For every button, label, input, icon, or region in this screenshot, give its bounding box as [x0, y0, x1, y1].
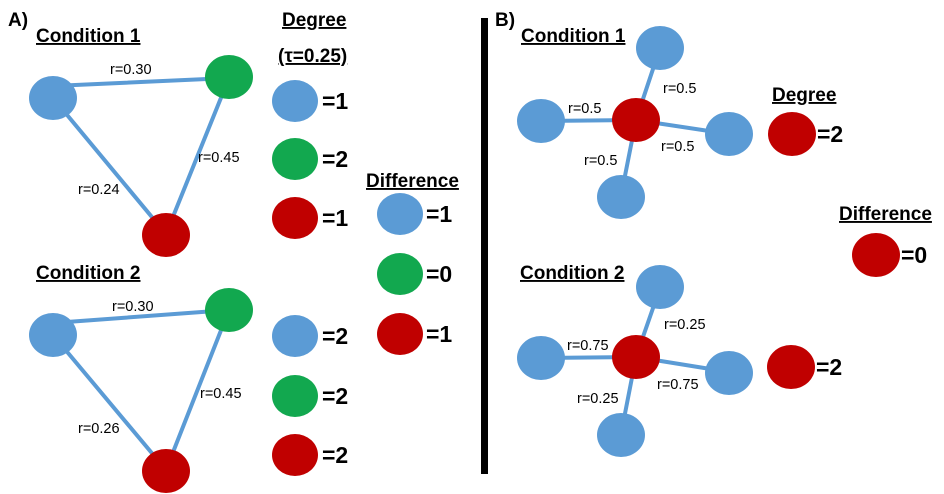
edge-green-red [164, 308, 231, 472]
degree-node-blue [272, 315, 318, 357]
node-blue [29, 76, 77, 120]
panel-a-difference: =1 =0 =1 [377, 193, 452, 355]
degree-node-green [272, 138, 318, 180]
node-red [142, 213, 190, 257]
degree-value-blue: =1 [322, 88, 348, 114]
edge-label-blue-red: r=0.26 [78, 421, 120, 437]
edge-label-left: r=0.75 [567, 338, 609, 354]
difference-value-red: =0 [901, 242, 927, 268]
panel-a-degree-title: Degree [282, 10, 346, 31]
degree-node-blue [272, 80, 318, 122]
edge-label-blue-green: r=0.30 [112, 299, 154, 315]
panel-a-label: A) [8, 10, 28, 31]
difference-node-blue [377, 193, 423, 235]
node-blue-bottom [597, 175, 645, 219]
panel-b-condition1-graph: r=0.5 r=0.5 r=0.5 r=0.5 [517, 26, 753, 219]
edge-label-top: r=0.25 [664, 317, 706, 333]
panel-b-label: B) [495, 10, 515, 31]
difference-node-red [377, 313, 423, 355]
degree-value-red-condition1: =2 [817, 121, 843, 147]
panel-a-degree-subtitle: (τ=0.25) [278, 46, 347, 67]
panel-a-condition2-graph: r=0.30 r=0.45 r=0.26 [29, 288, 253, 493]
degree-node-red [272, 434, 318, 476]
panel-divider [481, 18, 488, 474]
node-red [142, 449, 190, 493]
degree-node-red [272, 197, 318, 239]
panel-b-difference-title: Difference [839, 204, 932, 225]
difference-value-blue: =1 [426, 201, 452, 227]
difference-node-red [852, 233, 900, 277]
degree-value-blue: =2 [322, 323, 348, 349]
edge-label-blue-green: r=0.30 [110, 62, 152, 78]
panel-b-condition2-graph: r=0.25 r=0.75 r=0.75 r=0.25 [517, 265, 753, 457]
difference-value-red: =1 [426, 321, 452, 347]
panel-b-condition2-title: Condition 2 [520, 263, 624, 284]
degree-value-red-condition2: =2 [816, 354, 842, 380]
edge-blue-green [51, 76, 231, 88]
panel-b-degree-title: Degree [772, 85, 836, 106]
degree-value-green: =2 [322, 383, 348, 409]
panel-a-degree-condition1: =1 =2 =1 [272, 80, 348, 239]
node-blue-left [517, 336, 565, 380]
node-red-center [612, 335, 660, 379]
node-blue-top [636, 26, 684, 70]
panel-a-difference-title: Difference [366, 171, 459, 192]
node-blue-right [705, 351, 753, 395]
difference-value-green: =0 [426, 261, 452, 287]
node-blue-right [705, 112, 753, 156]
node-blue-left [517, 99, 565, 143]
degree-node-green [272, 375, 318, 417]
panel-a-condition1-title: Condition 1 [36, 26, 141, 47]
degree-value-green: =2 [322, 146, 348, 172]
edge-label-green-red: r=0.45 [198, 150, 240, 166]
panel-a-condition1-graph: r=0.30 r=0.45 r=0.24 [29, 55, 253, 257]
edge-label-bottom: r=0.25 [577, 391, 619, 407]
edge-label-bottom: r=0.5 [584, 153, 617, 169]
panel-a-degree-condition2: =2 =2 =2 [272, 315, 348, 476]
edge-label-top: r=0.5 [663, 81, 696, 97]
edge-blue-green [51, 308, 231, 325]
degree-node-red [768, 112, 816, 156]
edge-label-green-red: r=0.45 [200, 386, 242, 402]
edge-green-red [164, 76, 231, 236]
node-blue [29, 313, 77, 357]
edge-blue-red [51, 96, 168, 236]
edge-blue-red [51, 333, 168, 472]
degree-value-red: =1 [322, 205, 348, 231]
node-red-center [612, 98, 660, 142]
panel-a-condition2-title: Condition 2 [36, 263, 140, 284]
degree-node-red [767, 345, 815, 389]
node-blue-top [636, 265, 684, 309]
panel-b-condition1-title: Condition 1 [521, 26, 626, 47]
edge-label-right: r=0.75 [657, 377, 699, 393]
edge-label-blue-red: r=0.24 [78, 182, 120, 198]
node-green [205, 288, 253, 332]
degree-value-red: =2 [322, 442, 348, 468]
panel-b-degree: =2 =2 [767, 112, 843, 389]
edge-label-right: r=0.5 [661, 139, 694, 155]
node-green [205, 55, 253, 99]
difference-node-green [377, 253, 423, 295]
panel-b-difference: =0 [852, 233, 927, 277]
node-blue-bottom [597, 413, 645, 457]
edge-label-left: r=0.5 [568, 101, 601, 117]
